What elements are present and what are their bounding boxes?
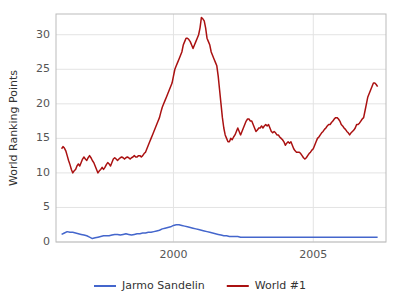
series-line — [62, 17, 378, 172]
legend-label: Jarmo Sandelin — [121, 279, 205, 292]
y-grid-line — [56, 34, 386, 35]
series-line — [62, 225, 378, 239]
y-tick-label: 20 — [36, 97, 50, 110]
x-grid-line — [173, 14, 174, 242]
legend-swatch — [227, 285, 249, 287]
x-tick-label: 2000 — [159, 248, 187, 261]
y-tick-label: 30 — [36, 28, 50, 41]
legend-swatch — [94, 285, 116, 287]
y-grid-line — [56, 207, 386, 208]
legend-label: World #1 — [255, 279, 306, 292]
y-tick-label: 15 — [36, 131, 50, 144]
y-grid-line — [56, 172, 386, 173]
plot-frame — [56, 14, 386, 242]
chart: 0 5 10 15 20 25 30 2000 2005 World Ranking Points… — [0, 0, 400, 300]
x-tick-label: 2005 — [299, 248, 327, 261]
legend: Jarmo Sandelin World #1 — [94, 279, 306, 292]
y-axis-label: World Ranking Points — [7, 70, 20, 186]
lines — [62, 17, 378, 238]
grid — [56, 14, 386, 242]
y-tick-label: 0 — [43, 235, 50, 248]
x-grid-line — [313, 14, 314, 242]
y-grid-line — [56, 69, 386, 70]
y-tick-label: 25 — [36, 62, 50, 75]
y-grid-line — [56, 138, 386, 139]
y-tick-label: 5 — [43, 200, 50, 213]
y-tick-label: 10 — [36, 166, 50, 179]
